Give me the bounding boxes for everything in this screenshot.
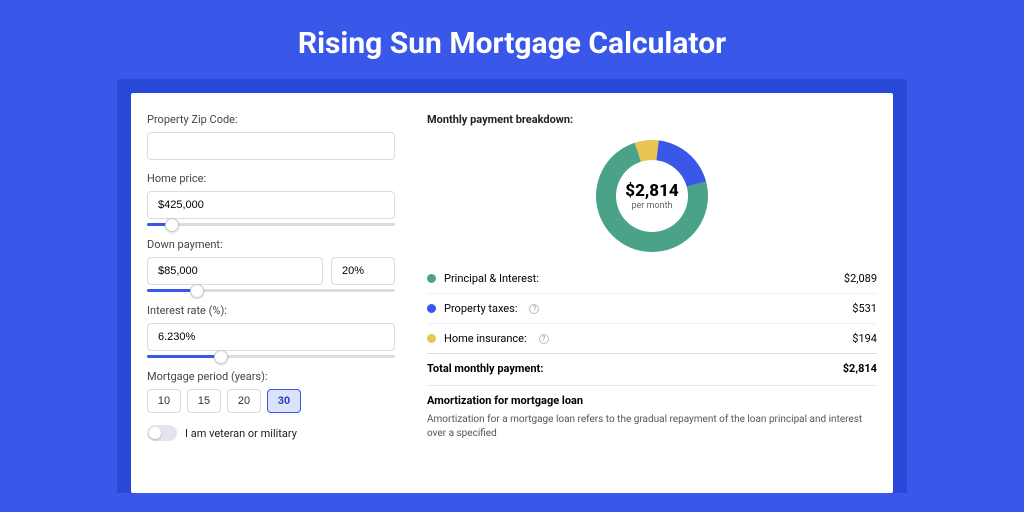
calculator-card: Property Zip Code: Home price: Down paym… — [131, 93, 893, 493]
legend-row: Home insurance:? $194 — [427, 324, 877, 354]
down-label: Down payment: — [147, 238, 395, 251]
amortization-box: Amortization for mortgage loan Amortizat… — [427, 385, 877, 441]
legend-dot — [427, 304, 436, 313]
rate-label: Interest rate (%): — [147, 304, 395, 317]
legend-label: Property taxes: — [444, 302, 517, 315]
period-btn-15[interactable]: 15 — [187, 389, 221, 413]
zip-field: Property Zip Code: — [147, 113, 395, 160]
donut-slice — [656, 140, 706, 186]
legend-label: Home insurance: — [444, 332, 527, 345]
veteran-label: I am veteran or military — [185, 427, 297, 440]
breakdown-legend: Principal & Interest: $2,089 Property taxe… — [427, 264, 877, 354]
total-label: Total monthly payment: — [427, 362, 543, 375]
period-field: Mortgage period (years): 10152030 — [147, 370, 395, 413]
form-column: Property Zip Code: Home price: Down paym… — [131, 93, 411, 493]
legend-amount: $2,089 — [844, 272, 877, 285]
price-label: Home price: — [147, 172, 395, 185]
rate-slider-thumb[interactable] — [214, 350, 228, 364]
zip-input[interactable] — [147, 132, 395, 160]
legend-amount: $194 — [852, 332, 877, 345]
veteran-toggle[interactable] — [147, 425, 177, 441]
down-pct-input[interactable] — [331, 257, 395, 285]
period-btn-20[interactable]: 20 — [227, 389, 261, 413]
amortization-title: Amortization for mortgage loan — [427, 394, 877, 407]
legend-row: Principal & Interest: $2,089 — [427, 264, 877, 294]
total-value: $2,814 — [843, 362, 877, 375]
period-options: 10152030 — [147, 389, 395, 413]
veteran-row: I am veteran or military — [147, 425, 395, 441]
period-btn-10[interactable]: 10 — [147, 389, 181, 413]
legend-row: Property taxes:? $531 — [427, 294, 877, 324]
donut-chart: $2,814 per month — [427, 132, 877, 258]
price-slider-thumb[interactable] — [165, 218, 179, 232]
total-row: Total monthly payment: $2,814 — [427, 354, 877, 385]
down-slider[interactable] — [147, 289, 395, 292]
content-panel: Property Zip Code: Home price: Down paym… — [117, 79, 907, 493]
donut-sub: per month — [625, 201, 678, 211]
donut-center: $2,814 per month — [625, 181, 678, 211]
period-btn-30[interactable]: 30 — [267, 389, 301, 413]
rate-field: Interest rate (%): — [147, 304, 395, 358]
down-field: Down payment: — [147, 238, 395, 292]
price-field: Home price: — [147, 172, 395, 226]
price-input[interactable] — [147, 191, 395, 219]
donut-value: $2,814 — [625, 181, 678, 201]
legend-dot — [427, 274, 436, 283]
legend-dot — [427, 334, 436, 343]
amortization-text: Amortization for a mortgage loan refers … — [427, 413, 877, 441]
breakdown-title: Monthly payment breakdown: — [427, 113, 877, 126]
rate-slider[interactable] — [147, 355, 395, 358]
help-icon[interactable]: ? — [539, 334, 549, 344]
down-slider-thumb[interactable] — [190, 284, 204, 298]
legend-label: Principal & Interest: — [444, 272, 539, 285]
rate-input[interactable] — [147, 323, 395, 351]
help-icon[interactable]: ? — [529, 304, 539, 314]
legend-amount: $531 — [852, 302, 877, 315]
page-title: Rising Sun Mortgage Calculator — [0, 0, 1024, 79]
period-label: Mortgage period (years): — [147, 370, 395, 383]
down-input[interactable] — [147, 257, 323, 285]
zip-label: Property Zip Code: — [147, 113, 395, 126]
price-slider[interactable] — [147, 223, 395, 226]
rate-slider-fill — [147, 355, 221, 358]
breakdown-column: Monthly payment breakdown: $2,814 per mo… — [411, 93, 893, 493]
